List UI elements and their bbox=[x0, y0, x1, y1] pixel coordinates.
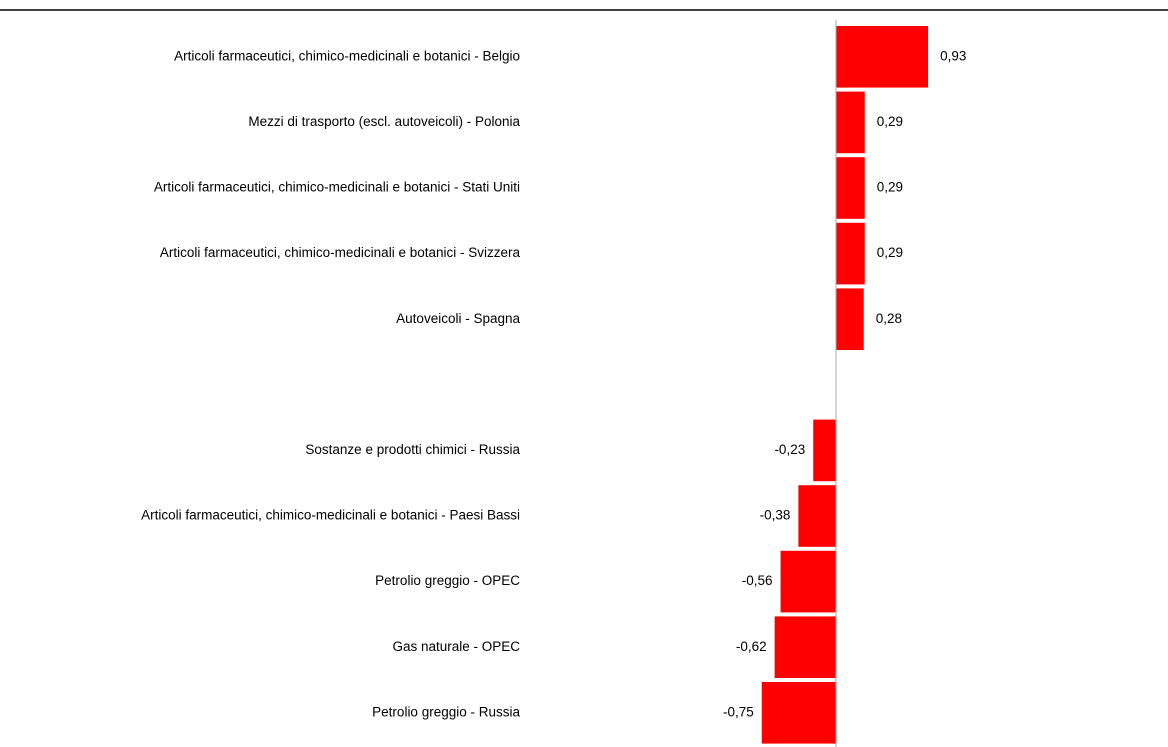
value-label: 0,29 bbox=[877, 245, 903, 260]
category-label: Articoli farmaceutici, chimico-medicinal… bbox=[174, 48, 520, 63]
value-label: -0,23 bbox=[774, 442, 805, 457]
value-label: 0,93 bbox=[940, 48, 966, 63]
category-label: Petrolio greggio - OPEC bbox=[375, 573, 520, 588]
value-label: -0,56 bbox=[742, 573, 773, 588]
bar bbox=[774, 616, 836, 678]
value-label: 0,29 bbox=[877, 180, 903, 195]
category-label: Mezzi di trasporto (escl. autoveicoli) -… bbox=[248, 114, 520, 129]
bar bbox=[798, 485, 836, 547]
value-label: 0,28 bbox=[876, 311, 902, 326]
bar bbox=[836, 157, 865, 219]
category-label: Petrolio greggio - Russia bbox=[372, 704, 520, 719]
value-label: 0,29 bbox=[877, 114, 903, 129]
category-label: Articoli farmaceutici, chimico-medicinal… bbox=[160, 245, 521, 260]
value-label: -0,75 bbox=[723, 704, 754, 719]
value-label: -0,62 bbox=[736, 639, 767, 654]
category-label: Gas naturale - OPEC bbox=[392, 639, 520, 654]
category-label: Articoli farmaceutici, chimico-medicinal… bbox=[154, 180, 520, 195]
value-label: -0,38 bbox=[760, 508, 791, 523]
category-label: Autoveicoli - Spagna bbox=[396, 311, 520, 326]
category-label: Sostanze e prodotti chimici - Russia bbox=[305, 442, 520, 457]
bar bbox=[836, 26, 929, 88]
bar bbox=[780, 550, 836, 613]
bar bbox=[761, 682, 836, 744]
bar bbox=[836, 91, 865, 154]
bar bbox=[813, 419, 836, 482]
bar bbox=[836, 288, 864, 350]
bar bbox=[836, 222, 865, 285]
category-label: Articoli farmaceutici, chimico-medicinal… bbox=[141, 508, 520, 523]
